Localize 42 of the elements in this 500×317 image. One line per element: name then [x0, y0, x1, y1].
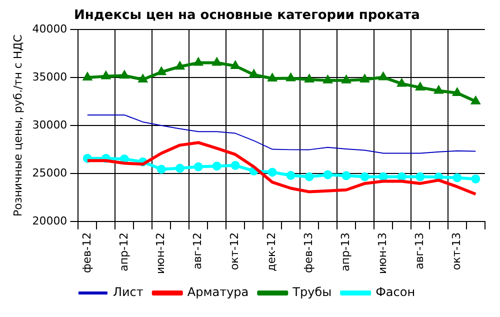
x-tick-label: фев-12	[80, 232, 94, 274]
point	[342, 171, 351, 180]
y-axis-title: Розничные цены, руб./тн с НДС	[11, 34, 24, 217]
x-tick-label: апр-13	[339, 232, 352, 272]
x-tick-label: авг-12	[191, 232, 204, 270]
legend-label: Фасон	[376, 285, 416, 300]
x-tick-label: июн-12	[154, 232, 168, 274]
point	[452, 173, 462, 182]
point	[194, 162, 203, 172]
point	[212, 162, 222, 171]
y-tick-label: 35000	[32, 70, 68, 84]
point	[305, 74, 314, 82]
x-tick-label: дек-12	[265, 232, 278, 272]
y-tick-label: 25000	[32, 166, 68, 180]
legend-label: Лист	[112, 285, 144, 300]
y-tick-label: 40000	[32, 22, 68, 36]
point	[360, 74, 369, 82]
y-tick-label: 20000	[32, 214, 68, 228]
point	[231, 61, 240, 69]
point	[230, 160, 240, 170]
point	[156, 164, 166, 174]
point	[138, 74, 147, 82]
point	[471, 174, 480, 184]
legend-label: Арматура	[187, 285, 249, 300]
x-tick-label: авг-13	[413, 232, 426, 270]
x-tick-label: июн-13	[376, 232, 390, 274]
point	[268, 168, 277, 177]
point	[360, 172, 370, 182]
x-tick-label: фев-13	[302, 232, 316, 274]
point	[397, 172, 406, 182]
chart-title: Индексы цен на основные категории проката	[74, 8, 420, 24]
x-tick-label: окт-12	[228, 232, 242, 270]
point	[175, 164, 184, 173]
point	[378, 172, 388, 182]
y-tick-label: 30000	[32, 118, 68, 132]
point	[416, 172, 425, 182]
x-tick-label: окт-13	[450, 232, 464, 270]
point	[304, 172, 314, 182]
x-tick-label: апр-12	[117, 232, 130, 272]
point	[286, 170, 296, 180]
legend-label: Трубы	[292, 285, 332, 300]
point	[323, 170, 332, 180]
